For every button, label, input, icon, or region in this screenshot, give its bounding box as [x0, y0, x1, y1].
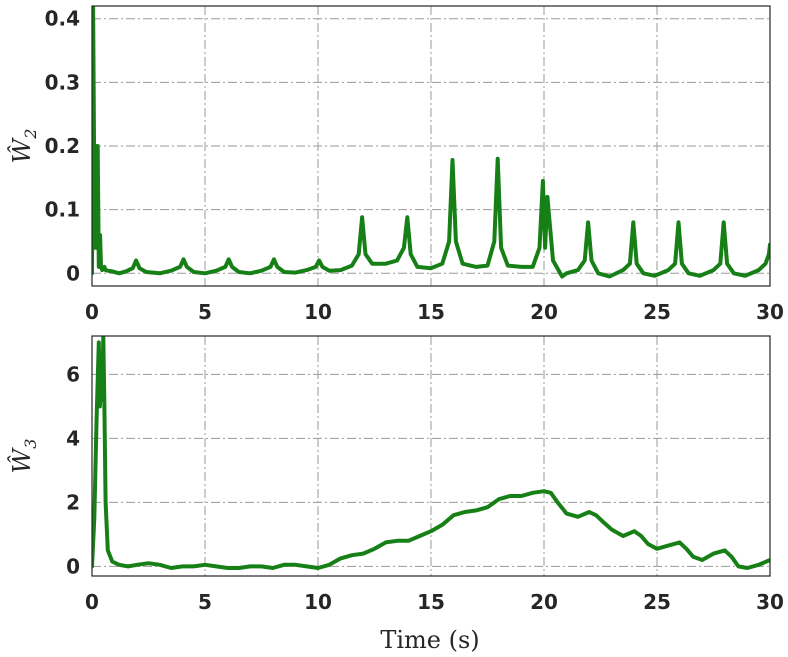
x-axis-label: Time (s)	[380, 626, 479, 654]
y-axis-label: Ŵ2	[7, 129, 40, 164]
y-tick-label: 0.4	[45, 7, 80, 31]
y-tick-label: 2	[66, 490, 80, 514]
y-tick-label: 0.3	[45, 70, 80, 94]
plot-frame	[91, 5, 771, 287]
w3-series	[92, 336, 770, 570]
y-tick-label: 4	[66, 426, 80, 450]
x-tick-label: 30	[756, 590, 784, 614]
x-tick-label: 15	[417, 300, 445, 324]
tick-labels: 0 5 10 15 20 25 30 0 0.1 0.2 0.3 0.4	[45, 7, 784, 324]
y-axis-label-main: Ŵ	[7, 446, 36, 473]
y-axis-label-subscript: 2	[21, 129, 40, 140]
x-tick-label: 25	[643, 300, 671, 324]
x-tick-label: 0	[85, 590, 99, 614]
series-line	[92, 6, 770, 279]
plot-frame	[91, 335, 771, 577]
y-axis-label-subscript: 3	[21, 439, 40, 449]
y-axis-label-main: Ŵ	[7, 136, 36, 163]
x-tick-label: 20	[530, 590, 558, 614]
y-tick-label: 0	[66, 554, 80, 578]
y-axis-label: Ŵ3	[7, 439, 40, 474]
y-tick-label: 0.2	[45, 134, 80, 158]
grid-lines	[92, 336, 770, 576]
bottom-panel-w3: 0 5 10 15 20 25 30 0 2 4 6 Ŵ3 Time (s)	[7, 335, 784, 654]
x-tick-label: 5	[198, 590, 212, 614]
x-tick-label: 25	[643, 590, 671, 614]
y-tick-label: 0	[66, 261, 80, 285]
tick-labels: 0 5 10 15 20 25 30 0 2 4 6	[66, 362, 784, 614]
x-tick-label: 0	[85, 300, 99, 324]
x-tick-label: 10	[304, 300, 332, 324]
top-panel-w2: 0 5 10 15 20 25 30 0 0.1 0.2 0.3 0.4 Ŵ2	[7, 5, 784, 324]
x-tick-label: 20	[530, 300, 558, 324]
x-tick-label: 30	[756, 300, 784, 324]
x-tick-label: 5	[198, 300, 212, 324]
x-tick-label: 10	[304, 590, 332, 614]
grid-lines	[92, 6, 770, 286]
y-tick-label: 0.1	[45, 198, 80, 222]
x-tick-label: 15	[417, 590, 445, 614]
w2-series	[92, 6, 770, 279]
series-line	[92, 336, 770, 570]
y-tick-label: 6	[66, 362, 80, 386]
